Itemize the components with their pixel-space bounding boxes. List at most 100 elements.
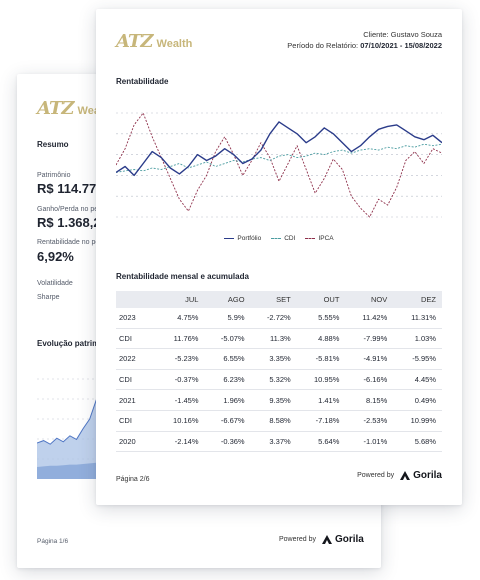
legend-portfolio-label: Portfólio <box>237 235 262 242</box>
header-cell <box>116 291 156 308</box>
table-cell: -7.18% <box>296 410 346 432</box>
table-cell: CDI <box>116 410 156 432</box>
gorila-logo: Gorila <box>321 534 364 545</box>
header-cell: AGO <box>204 291 251 308</box>
evolucao-title: Evolução patrim <box>37 339 100 348</box>
gorila-icon <box>400 471 411 480</box>
table-header-row: JUL AGO SET OUT NOV DEZ <box>116 291 442 308</box>
table-row: 2020 -2.14% -0.36% 3.37% 5.64% -1.01% 5.… <box>116 431 442 453</box>
client-name: Cliente: Gustavo Souza <box>363 30 442 39</box>
table-cell: -5.81% <box>296 348 346 370</box>
atz-wealth-logo: ATZ Wealth <box>116 31 192 52</box>
gorila-wordmark: Gorila <box>334 534 364 545</box>
legend-cdi: CDI <box>271 235 295 242</box>
powered-by-gorila: Powered by Gorila <box>279 534 364 545</box>
table-cell: -1.01% <box>345 431 394 453</box>
table-cell: 10.99% <box>393 410 442 432</box>
table-cell: 5.55% <box>296 308 346 329</box>
table-cell: 5.64% <box>296 431 346 453</box>
table-cell: -2.53% <box>345 410 394 432</box>
legend-cdi-label: CDI <box>284 235 296 242</box>
table-row: CDI 11.76% -5.07% 11.3% 4.88% -7.99% 1.0… <box>116 328 442 350</box>
table-cell: -6.67% <box>204 410 251 432</box>
page-number-1: Página 1/6 <box>37 538 69 545</box>
table-cell: 9.35% <box>250 389 297 411</box>
report-page-2: ATZ Wealth Cliente: Gustavo Souza Períod… <box>96 9 462 505</box>
table-cell: 11.3% <box>250 328 297 350</box>
rentabilidade-line-chart <box>116 112 442 218</box>
table-cell: 0.49% <box>393 389 442 411</box>
powered-by-label: Powered by <box>357 472 395 479</box>
resumo-title: Resumo <box>37 140 69 149</box>
table-cell: -5.07% <box>204 328 251 350</box>
table-cell: -0.36% <box>204 431 251 453</box>
sharpe-label: Sharpe <box>37 294 60 301</box>
rentabilidade-label: Rentabilidade no pe <box>37 239 100 246</box>
table-cell: -4.91% <box>345 348 394 370</box>
rentabilidade-value: 6,92% <box>37 249 74 264</box>
portfolio-line <box>116 121 442 177</box>
table-cell: -1.45% <box>155 389 205 411</box>
period-value: 07/10/2021 - 15/08/2022 <box>360 41 442 50</box>
table-cell: 5.32% <box>250 369 297 391</box>
cdi-swatch <box>271 238 282 239</box>
table-cell: 11.42% <box>345 308 394 329</box>
ganho-label: Ganho/Perda no pe <box>37 206 99 213</box>
table-cell: 3.37% <box>250 431 297 453</box>
table-cell: 6.55% <box>204 348 251 370</box>
table-cell: -7.99% <box>345 328 394 350</box>
table-cell: 4.45% <box>393 369 442 391</box>
header-cell: JUL <box>155 291 205 308</box>
gorila-icon <box>321 535 332 544</box>
report-header-info: Cliente: Gustavo Souza Período do Relató… <box>287 29 442 51</box>
table-cell: CDI <box>116 328 156 350</box>
cdi-line <box>116 143 442 173</box>
table-title: Rentabilidade mensal e acumulada <box>116 272 249 281</box>
table-cell: 11.76% <box>155 328 205 350</box>
table-cell: -0.37% <box>155 369 205 391</box>
table-cell: 6.23% <box>204 369 251 391</box>
table-cell: 8.58% <box>250 410 297 432</box>
table-cell: 3.35% <box>250 348 297 370</box>
table-cell: 4.75% <box>155 308 205 329</box>
table-cell: -2.14% <box>155 431 205 453</box>
table-cell: 10.95% <box>296 369 346 391</box>
table-cell: 2021 <box>116 389 156 411</box>
table-cell: 5.9% <box>204 308 251 329</box>
table-cell: -5.23% <box>155 348 205 370</box>
portfolio-swatch <box>224 238 235 239</box>
header-cell: OUT <box>296 291 346 308</box>
table-row: CDI -0.37% 6.23% 5.32% 10.95% -6.16% 4.4… <box>116 369 442 391</box>
patrimonio-label: Patrimônio <box>37 172 71 179</box>
table-cell: -5.95% <box>393 348 442 370</box>
header-cell: SET <box>250 291 297 308</box>
page-number-2: Página 2/6 <box>116 476 150 483</box>
table-cell: 1.03% <box>393 328 442 350</box>
gorila-logo: Gorila <box>399 470 442 481</box>
table-cell: CDI <box>116 369 156 391</box>
table-row: 2021 -1.45% 1.96% 9.35% 1.41% 8.15% 0.49… <box>116 389 442 411</box>
legend-ipca-label: IPCA <box>318 235 334 242</box>
powered-by-gorila: Powered by Gorila <box>357 470 442 481</box>
logo-word: Wealth <box>156 38 193 50</box>
table-cell: -2.72% <box>250 308 297 329</box>
header-cell: NOV <box>345 291 394 308</box>
ipca-swatch <box>305 238 316 239</box>
table-cell: 1.41% <box>296 389 346 411</box>
header-cell: DEZ <box>393 291 442 308</box>
table-cell: 5.68% <box>393 431 442 453</box>
table-row: CDI 10.16% -6.67% 8.58% -7.18% -2.53% 10… <box>116 410 442 432</box>
report-period: Período do Relatório: 07/10/2021 - 15/08… <box>287 40 442 51</box>
legend-portfolio: Portfólio <box>224 235 261 242</box>
table-cell: 8.15% <box>345 389 394 411</box>
logo-mark: ATZ <box>116 31 154 52</box>
chart-legend: Portfólio CDI IPCA <box>96 235 462 242</box>
table-cell: 4.88% <box>296 328 346 350</box>
returns-table: JUL AGO SET OUT NOV DEZ 2023 4.75% 5.9% … <box>116 291 442 453</box>
period-label: Período do Relatório: <box>287 41 359 50</box>
table-cell: 2022 <box>116 348 156 370</box>
gorila-wordmark: Gorila <box>413 470 442 481</box>
powered-by-label: Powered by <box>279 536 316 543</box>
volatilidade-label: Volatilidade <box>37 280 73 287</box>
table-cell: 2020 <box>116 431 156 453</box>
